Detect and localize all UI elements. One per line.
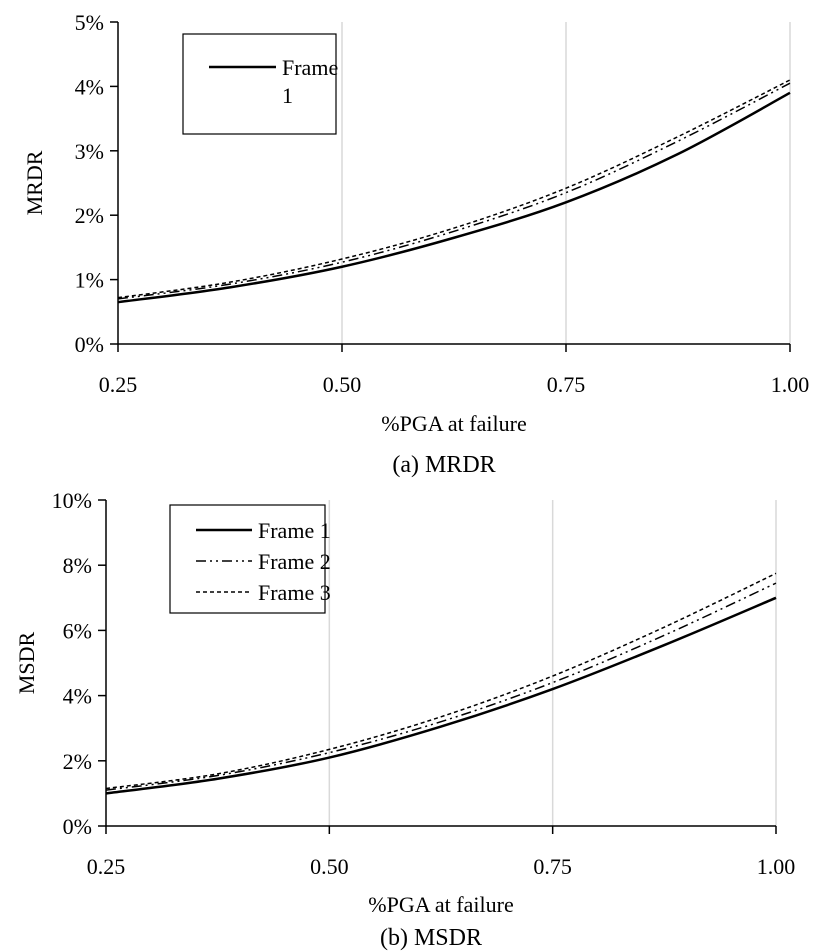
y-tick-label: 1% xyxy=(75,268,104,293)
x-tick-label: 1.00 xyxy=(757,854,796,879)
legend: Frame 1 xyxy=(182,33,338,135)
y-tick-label: 3% xyxy=(75,139,104,164)
legend-entry: Frame 1 xyxy=(282,55,338,108)
y-tick-label: 10% xyxy=(52,488,92,513)
x-tick-label: 0.50 xyxy=(310,854,349,879)
x-tick-label: 1.00 xyxy=(771,372,810,397)
series-line-3 xyxy=(117,79,791,299)
y-axis-title: MSDR xyxy=(14,631,39,694)
x-tick-label: 0.75 xyxy=(547,372,586,397)
legend-box xyxy=(182,33,337,135)
series-line-2 xyxy=(117,82,791,300)
y-tick-label: 4% xyxy=(63,684,92,709)
y-tick-label: 0% xyxy=(75,332,104,357)
chart-panel-1: 0% 1% 2% 3% 4% 5% 0.25 0.50 0.75 1.00 %PGA at fail… xyxy=(22,10,809,478)
y-tick-label: 4% xyxy=(75,74,104,99)
series-line-1 xyxy=(117,91,791,304)
chart-panel-2: 0% 2% 4% 6% 8% 10% 0.25 0.50 0.75 1.00 %PGA at fai… xyxy=(14,488,795,951)
y-tick-label: 6% xyxy=(63,618,92,643)
legend-entry: Frame 3 xyxy=(258,580,331,605)
chart-caption: (a) MRDR xyxy=(392,452,495,478)
legend-entry: Frame 2 xyxy=(258,549,331,574)
y-tick-label: 2% xyxy=(75,203,104,228)
x-axis-title: %PGA at failure xyxy=(368,892,513,917)
series-line-3 xyxy=(105,572,777,790)
y-tick-label: 8% xyxy=(63,553,92,578)
x-tick-label: 0.50 xyxy=(323,372,362,397)
x-tick-label: 0.75 xyxy=(533,854,572,879)
y-tick-label: 5% xyxy=(75,10,104,35)
x-tick-label: 0.25 xyxy=(87,854,126,879)
y-axis-title: MRDR xyxy=(22,150,47,215)
series-line-1 xyxy=(105,596,777,795)
x-tick-label: 0.25 xyxy=(99,372,138,397)
legend: Frame 1 Frame 2 Frame 3 xyxy=(169,504,331,614)
legend-entry: Frame 1 xyxy=(258,518,331,543)
x-axis-title: %PGA at failure xyxy=(381,411,526,436)
series-line-2 xyxy=(105,582,777,791)
chart-caption: (b) MSDR xyxy=(380,925,482,951)
legend-box xyxy=(169,504,326,614)
y-tick-label: 2% xyxy=(63,749,92,774)
y-tick-label: 0% xyxy=(63,814,92,839)
